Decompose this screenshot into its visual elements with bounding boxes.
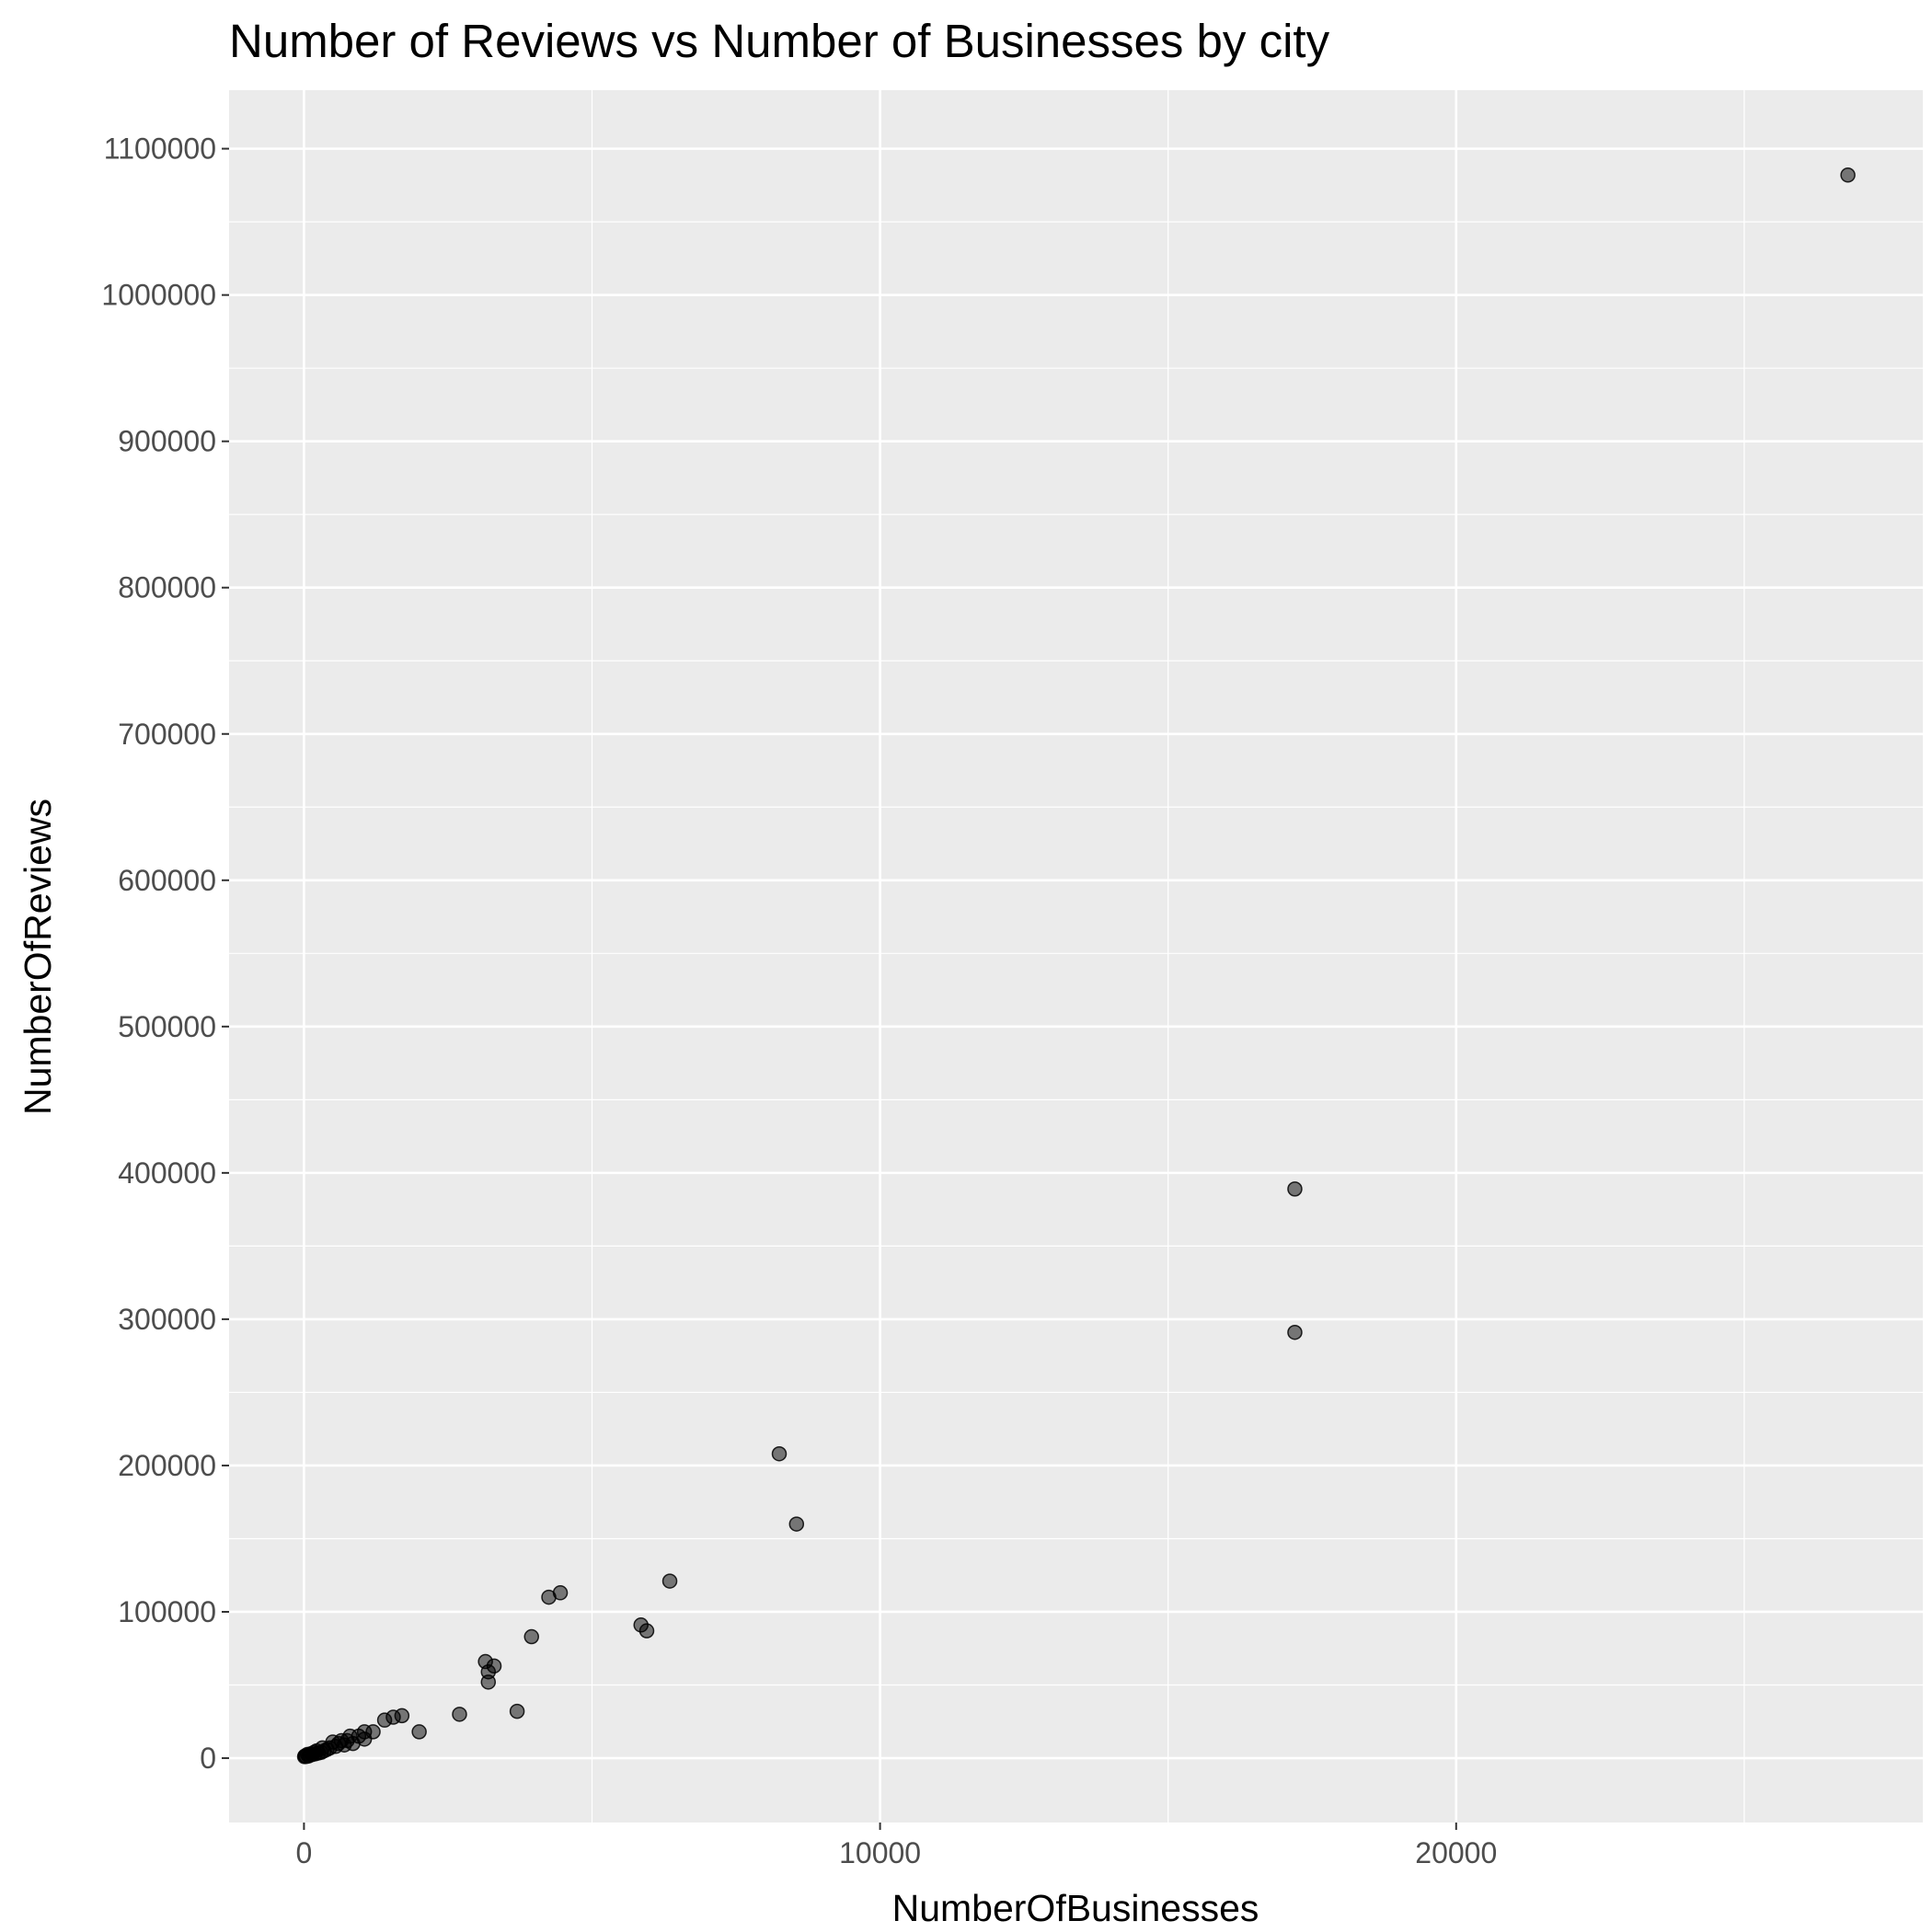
y-tick-label: 200000 xyxy=(118,1449,216,1482)
plot-panel xyxy=(229,90,1923,1823)
data-point xyxy=(771,1445,788,1462)
x-axis: 0 10000 20000 xyxy=(296,1823,1497,1869)
x-tick-label: 0 xyxy=(296,1836,313,1869)
data-point xyxy=(661,1573,678,1589)
y-axis-title: NumberOfReviews xyxy=(17,799,59,1115)
data-point xyxy=(638,1623,655,1639)
x-axis-title: NumberOfBusinesses xyxy=(892,1887,1259,1929)
data-point xyxy=(509,1703,525,1719)
data-point xyxy=(788,1516,805,1532)
y-tick-label: 0 xyxy=(200,1742,216,1775)
y-tick-label: 1000000 xyxy=(101,279,216,312)
y-tick-label: 100000 xyxy=(118,1595,216,1628)
y-tick-label: 800000 xyxy=(118,571,216,604)
data-point xyxy=(1287,1181,1303,1197)
minor-gridlines xyxy=(229,90,1923,1823)
data-point xyxy=(1287,1324,1303,1340)
x-tick-label: 20000 xyxy=(1415,1836,1497,1869)
data-point xyxy=(411,1724,427,1740)
data-point xyxy=(523,1628,539,1645)
y-axis: 0 100000 200000 300000 400000 500000 600000 700… xyxy=(101,132,229,1775)
data-point xyxy=(1840,167,1856,183)
data-point xyxy=(541,1589,557,1605)
chart-title: Number of Reviews vs Number of Businesse… xyxy=(229,15,1330,67)
y-tick-label: 1100000 xyxy=(104,132,216,166)
data-points xyxy=(296,167,1856,1765)
y-tick-label: 900000 xyxy=(118,425,216,458)
data-point xyxy=(376,1712,393,1728)
y-tick-label: 600000 xyxy=(118,864,216,897)
data-point xyxy=(452,1707,467,1722)
y-tick-label: 500000 xyxy=(118,1010,216,1043)
y-tick-label: 700000 xyxy=(118,718,216,751)
major-gridlines xyxy=(229,90,1923,1823)
data-point xyxy=(296,1749,313,1765)
x-tick-label: 10000 xyxy=(839,1836,921,1869)
y-tick-label: 400000 xyxy=(118,1156,216,1190)
y-tick-label: 300000 xyxy=(118,1303,216,1336)
data-point xyxy=(480,1674,497,1690)
